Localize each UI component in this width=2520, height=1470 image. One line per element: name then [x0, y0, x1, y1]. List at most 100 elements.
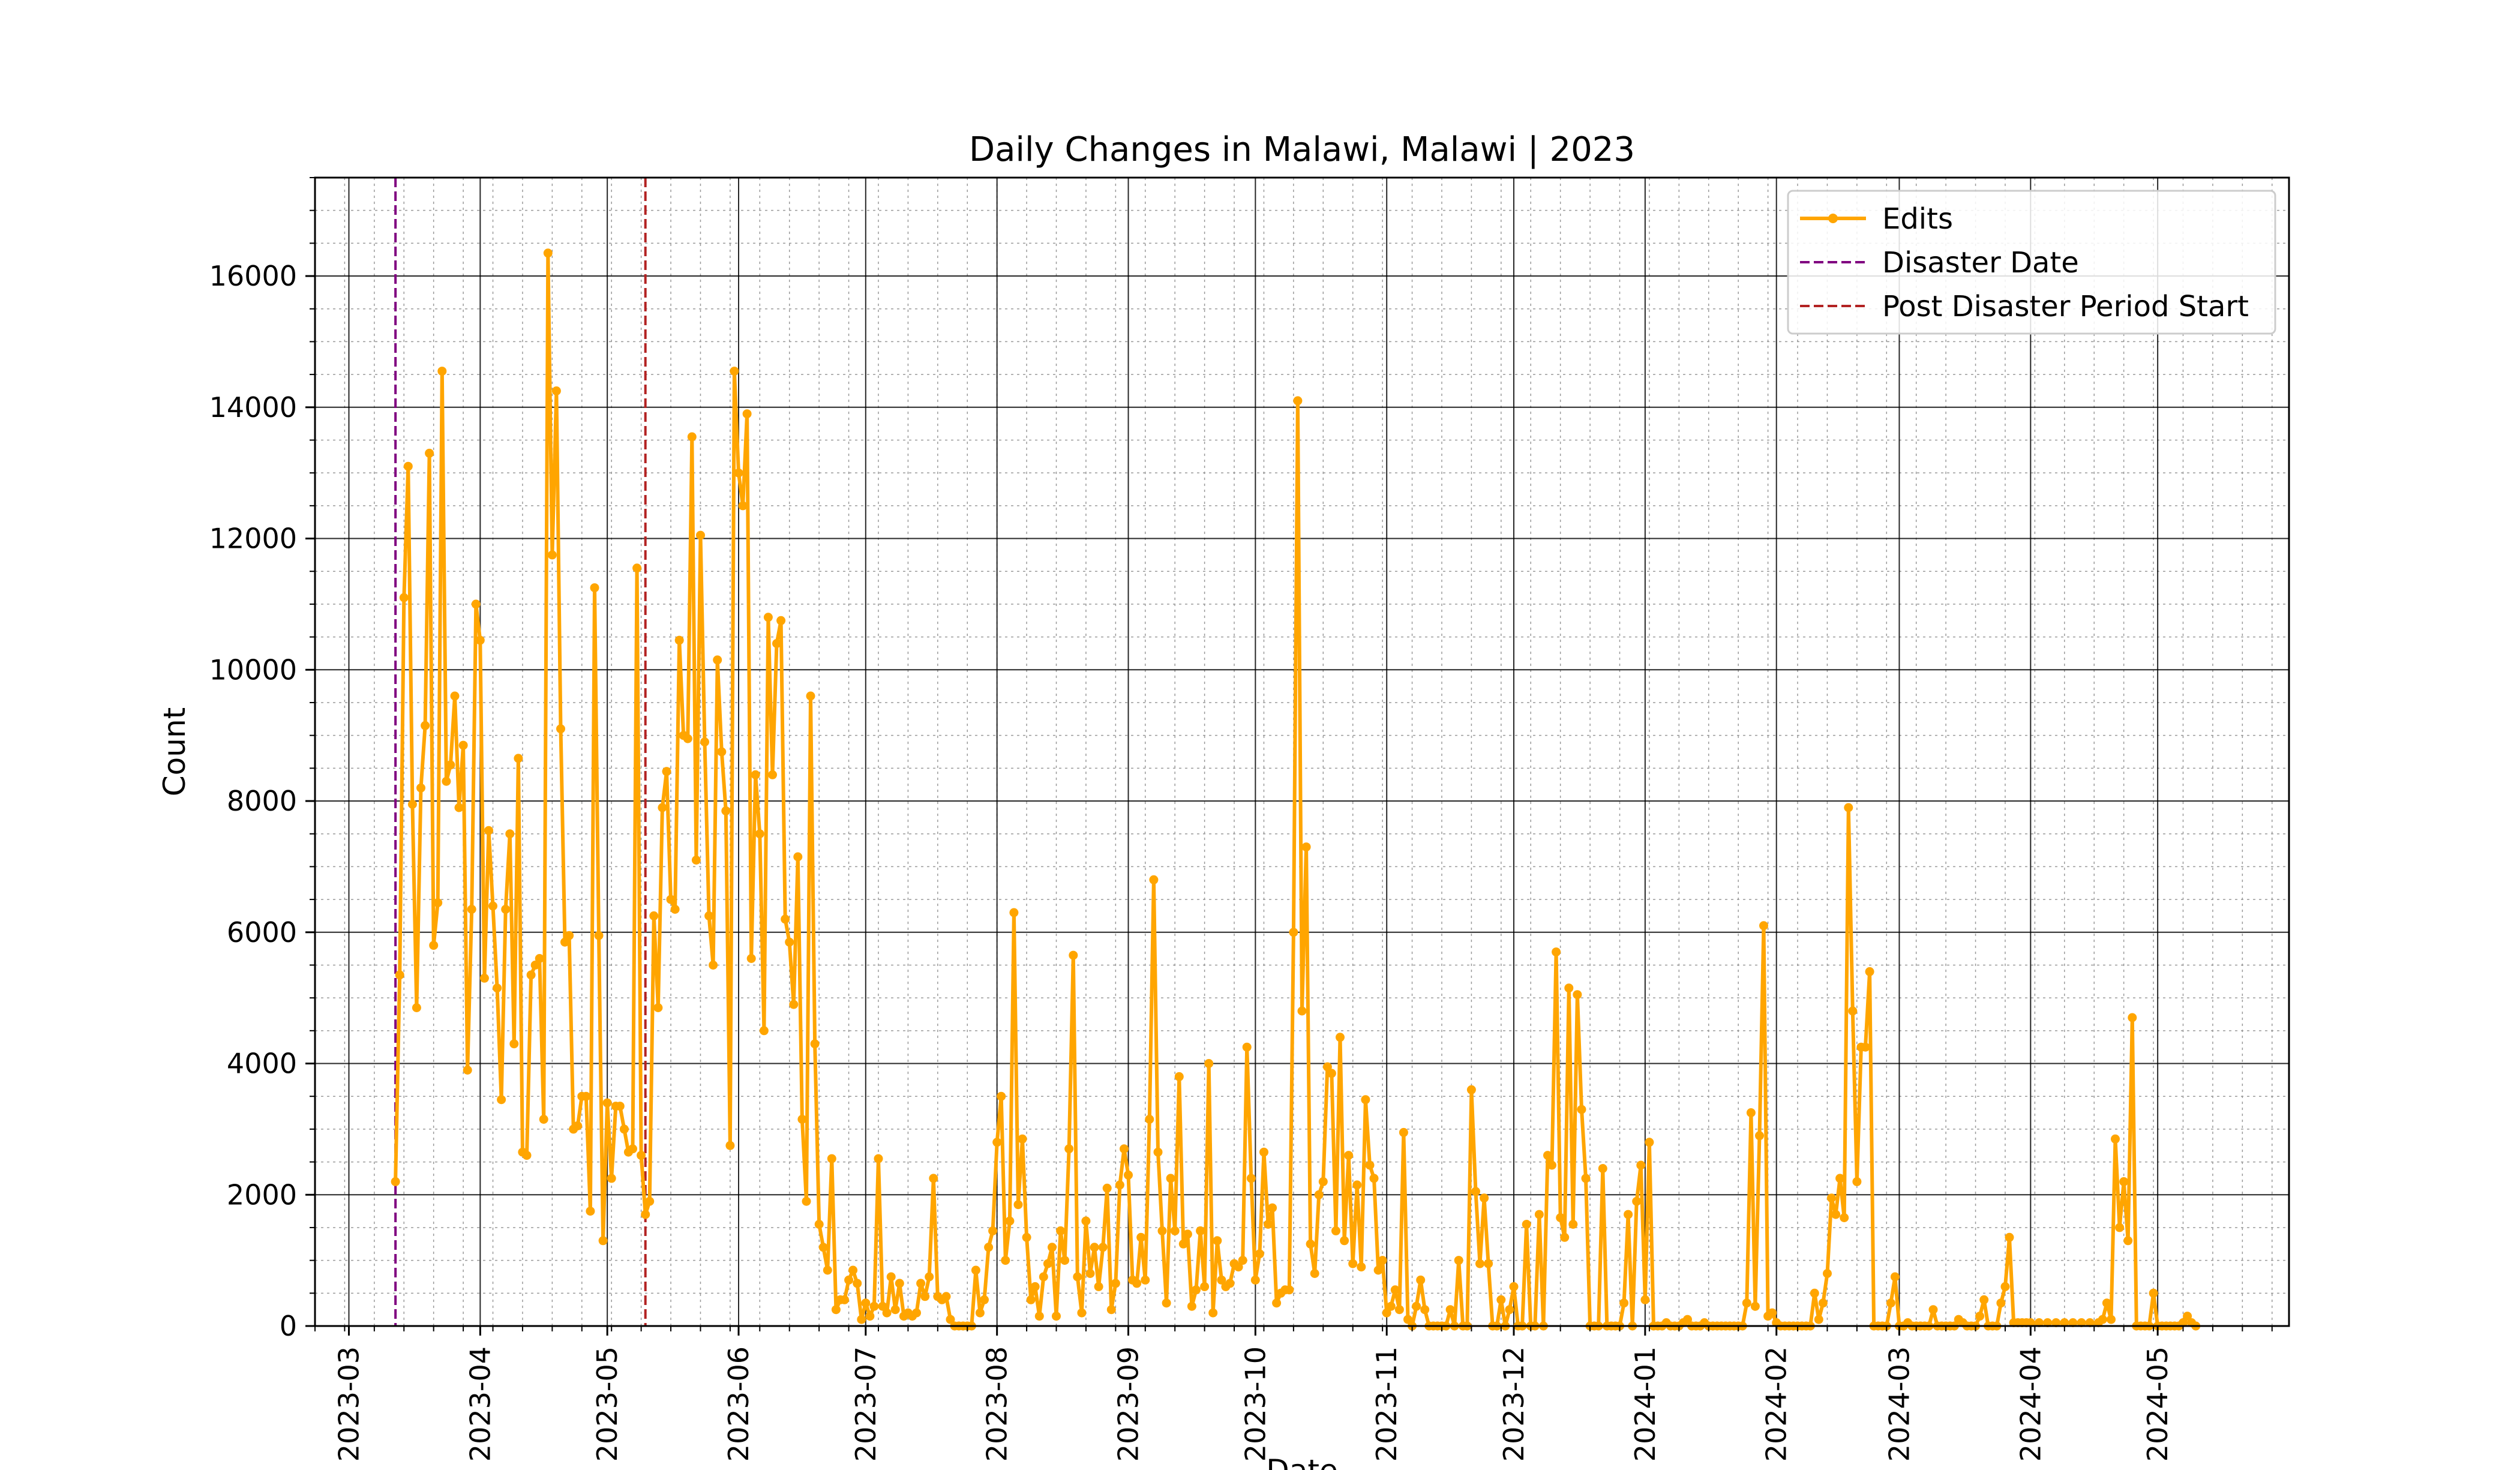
data-point: [637, 1151, 646, 1160]
data-point: [1200, 1282, 1210, 1291]
data-point: [1848, 1006, 1858, 1016]
data-point: [607, 1174, 616, 1183]
data-point: [501, 905, 511, 914]
data-point: [759, 1026, 769, 1036]
data-point: [1060, 1256, 1070, 1265]
data-point: [1420, 1305, 1430, 1315]
data-point: [493, 983, 502, 993]
data-point: [895, 1279, 904, 1288]
x-tick-label: 2023-07: [850, 1346, 882, 1462]
data-point: [509, 1039, 519, 1049]
data-point: [1979, 1295, 1989, 1304]
data-point: [785, 937, 794, 947]
data-point: [1552, 947, 1561, 957]
data-point: [1445, 1305, 1455, 1315]
data-point: [1225, 1279, 1235, 1288]
data-point: [1814, 1315, 1823, 1324]
data-point: [649, 911, 659, 920]
data-point: [619, 1124, 629, 1134]
data-point: [602, 1098, 612, 1108]
data-point: [1043, 1259, 1052, 1268]
data-point: [1018, 1134, 1027, 1144]
data-point: [391, 1177, 400, 1186]
data-point: [395, 970, 404, 980]
data-point: [2035, 1318, 2044, 1327]
data-point: [844, 1275, 854, 1285]
data-point: [1746, 1108, 1756, 1117]
data-point: [1196, 1226, 1205, 1235]
data-point: [1013, 1200, 1023, 1210]
x-tick-label: 2023-04: [464, 1346, 496, 1462]
data-point: [1365, 1160, 1375, 1170]
y-axis-ticks: 0 2000 4000 6000 8000 10000 12000 14000 16000: [209, 177, 315, 1342]
data-point: [497, 1095, 506, 1105]
data-point: [1412, 1301, 1421, 1311]
data-point: [1001, 1256, 1010, 1265]
data-point: [2107, 1315, 2116, 1324]
data-point: [1056, 1226, 1066, 1235]
x-tick-label: 2024-04: [2014, 1346, 2047, 1462]
data-point: [433, 898, 443, 908]
data-point: [1234, 1262, 1243, 1272]
data-point: [1827, 1193, 1836, 1203]
data-point: [1026, 1295, 1036, 1304]
data-point: [2119, 1177, 2129, 1186]
data-point: [789, 1000, 799, 1009]
data-point: [1581, 1174, 1591, 1183]
data-point: [551, 386, 561, 395]
data-point: [1480, 1193, 1489, 1203]
data-point: [1322, 1062, 1332, 1072]
data-point: [429, 941, 439, 950]
data-point: [687, 432, 697, 442]
y-tick-label: 0: [280, 1310, 297, 1342]
data-point: [1306, 1239, 1315, 1249]
data-point: [2005, 1232, 2014, 1242]
data-point: [573, 1121, 583, 1130]
data-point: [463, 1066, 472, 1075]
data-point: [594, 931, 604, 940]
data-point: [514, 754, 523, 763]
data-point: [412, 1003, 421, 1012]
data-point: [1496, 1295, 1506, 1304]
data-point: [658, 803, 667, 812]
data-point: [988, 1226, 998, 1235]
data-point: [1149, 875, 1159, 884]
data-point: [1573, 990, 1582, 1000]
data-point: [2179, 1318, 2188, 1327]
x-tick-label: 2023-03: [332, 1346, 365, 1462]
data-point: [1264, 1220, 1273, 1229]
data-point: [590, 583, 599, 593]
data-point: [1844, 803, 1853, 812]
data-point: [615, 1102, 625, 1111]
data-point: [1132, 1279, 1142, 1288]
y-tick-label: 4000: [227, 1048, 297, 1080]
data-point: [1831, 1210, 1841, 1219]
data-point: [1996, 1298, 2006, 1308]
data-point: [704, 911, 714, 920]
data-point: [713, 655, 722, 665]
data-point: [1301, 842, 1311, 852]
data-point: [1090, 1243, 1099, 1252]
data-point: [547, 550, 557, 560]
data-point: [1085, 1269, 1095, 1278]
data-point: [1242, 1042, 1252, 1052]
data-point: [556, 724, 565, 734]
data-point: [1030, 1282, 1040, 1291]
data-point: [1386, 1301, 1396, 1311]
data-point: [1378, 1256, 1387, 1265]
data-point: [2077, 1318, 2086, 1327]
data-point: [1166, 1174, 1175, 1183]
y-tick-label: 2000: [227, 1178, 297, 1211]
data-point: [1390, 1285, 1400, 1295]
x-axis-ticks: 2023-03 2023-04 2023-05 2023-06 2023-07 2023-…: [314, 1326, 2273, 1462]
data-point: [992, 1138, 1002, 1147]
data-point: [1246, 1174, 1256, 1183]
data-point: [1153, 1147, 1163, 1157]
data-point: [535, 954, 544, 963]
data-point: [1598, 1164, 1607, 1173]
data-point: [1577, 1105, 1586, 1114]
data-point: [1475, 1259, 1484, 1268]
data-point: [738, 501, 748, 511]
data-point: [980, 1295, 989, 1304]
data-point: [890, 1305, 900, 1315]
